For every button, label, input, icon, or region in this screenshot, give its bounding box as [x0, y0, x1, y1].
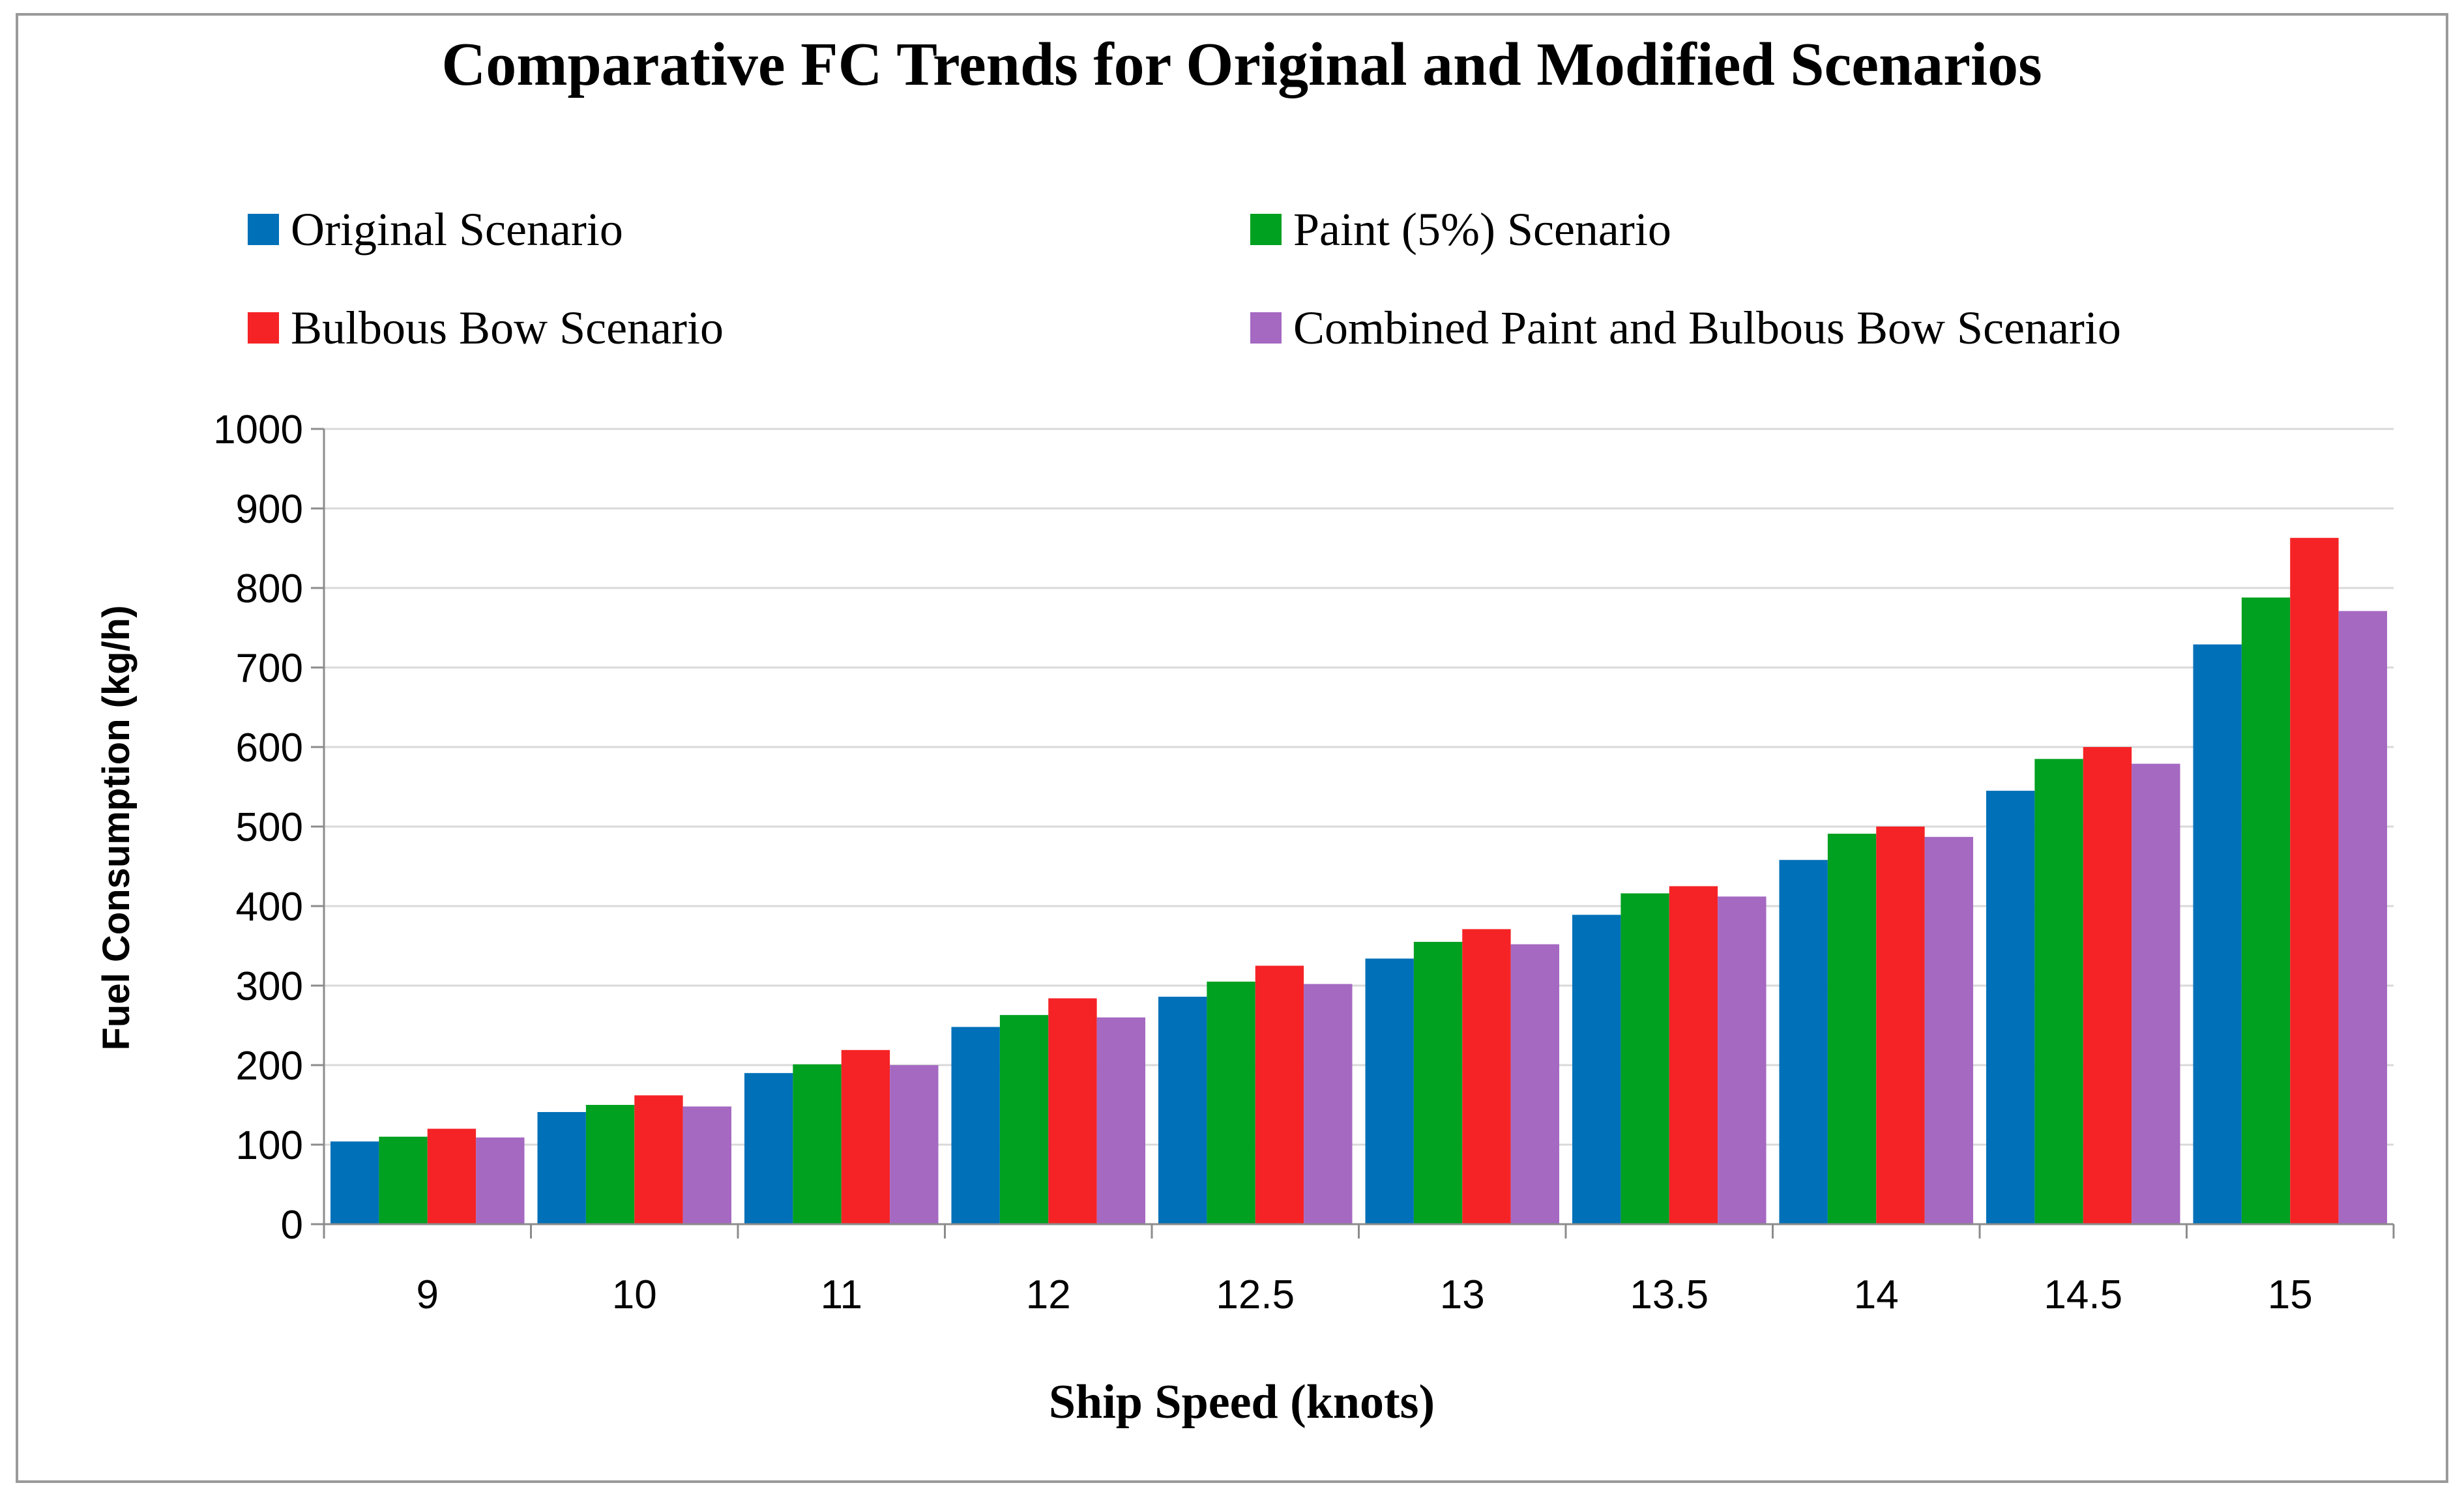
- x-tick-label: 14.5: [2044, 1272, 2122, 1317]
- x-tick-label: 12.5: [1216, 1272, 1295, 1317]
- bar: [1718, 896, 1767, 1224]
- bar: [585, 1105, 635, 1224]
- bar: [2241, 597, 2291, 1224]
- bar: [1572, 915, 1621, 1224]
- legend-label: Bulbous Bow Scenario: [291, 302, 724, 354]
- legend-swatch: [1250, 214, 1282, 245]
- bar: [841, 1049, 890, 1224]
- y-tick-label: 100: [236, 1123, 303, 1168]
- x-tick-label: 9: [417, 1272, 439, 1317]
- bar: [379, 1136, 428, 1224]
- bar: [999, 1015, 1049, 1224]
- legend: Original Scenario Paint (5%) Scenario Bulb…: [248, 203, 2121, 354]
- x-tick-label: 14: [1854, 1272, 1899, 1317]
- bar: [1827, 833, 1877, 1224]
- bar: [1413, 941, 1463, 1224]
- x-tick-label: 12: [1026, 1272, 1071, 1317]
- bar: [793, 1064, 842, 1224]
- bar: [890, 1065, 939, 1224]
- bar: [1462, 929, 1511, 1224]
- bar: [1779, 860, 1828, 1224]
- x-axis: 9 10 11 12 12.5 13 13.5 14 14.5 15: [323, 1223, 2395, 1317]
- bar: [1096, 1017, 1146, 1224]
- y-tick-label: 0: [281, 1203, 303, 1248]
- bar: [2034, 759, 2083, 1224]
- bar: [2083, 747, 2132, 1224]
- legend-label: Combined Paint and Bulbous Bow Scenario: [1293, 302, 2121, 354]
- bar: [1158, 997, 1207, 1224]
- bar: [330, 1141, 379, 1224]
- bar: [1255, 965, 1304, 1224]
- bar: [1621, 893, 1669, 1224]
- bar: [1510, 944, 1560, 1224]
- x-axis-label: Ship Speed (knots): [1049, 1375, 1435, 1429]
- bar: [2193, 644, 2242, 1224]
- bar: [1048, 998, 1097, 1224]
- bar: [744, 1073, 793, 1224]
- y-tick-label: 500: [236, 805, 303, 850]
- x-tick-label: 13.5: [1630, 1272, 1709, 1317]
- y-axis-ticks: 0 100 200 300 400 500 600 700 800 900 1000: [213, 407, 325, 1248]
- y-tick-label: 600: [236, 726, 303, 770]
- y-tick-label: 800: [236, 566, 303, 611]
- bars: [330, 538, 2388, 1224]
- x-tick-label: 13: [1440, 1272, 1485, 1317]
- bar: [427, 1128, 477, 1224]
- legend-label: Original Scenario: [291, 203, 623, 256]
- bar: [682, 1106, 732, 1224]
- y-tick-label: 900: [236, 487, 303, 532]
- chart-title: Comparative FC Trends for Original and M…: [441, 31, 2042, 98]
- x-tick-label: 10: [612, 1272, 657, 1317]
- bar: [1207, 981, 1255, 1224]
- x-tick-label: 15: [2268, 1272, 2313, 1317]
- bar: [1365, 958, 1414, 1224]
- bar: [1876, 827, 1925, 1224]
- y-tick-label: 1000: [213, 407, 303, 452]
- bar: [1669, 886, 1718, 1224]
- bar: [634, 1095, 683, 1224]
- bar: [1986, 791, 2035, 1224]
- x-tick-label: 11: [821, 1272, 862, 1317]
- bar: [537, 1111, 586, 1224]
- bar: [1924, 836, 1974, 1224]
- bar: [2132, 763, 2180, 1224]
- legend-swatch: [248, 214, 279, 245]
- legend-label: Paint (5%) Scenario: [1293, 203, 1671, 256]
- bar: [476, 1137, 525, 1224]
- legend-swatch: [248, 312, 279, 344]
- bar: [1304, 984, 1353, 1224]
- y-tick-label: 300: [236, 964, 303, 1009]
- y-tick-label: 400: [236, 885, 303, 930]
- y-tick-label: 700: [236, 646, 303, 691]
- y-axis-label: Fuel Consumption (kg/h): [95, 605, 138, 1050]
- bar: [2338, 611, 2388, 1224]
- y-tick-label: 200: [236, 1044, 303, 1089]
- legend-swatch: [1250, 312, 1282, 344]
- bar: [2290, 538, 2339, 1224]
- bar: [951, 1027, 1000, 1224]
